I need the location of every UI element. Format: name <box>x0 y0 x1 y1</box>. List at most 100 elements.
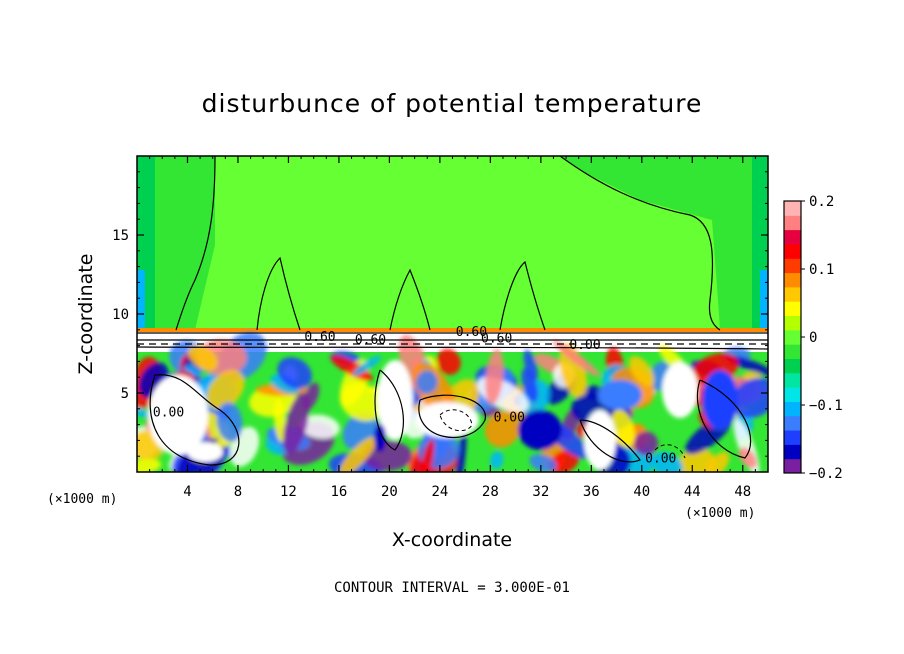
colorbar-tick-label: 0.1 <box>809 262 834 278</box>
x-tick-label: 20 <box>381 484 398 500</box>
turbulence-cell <box>553 340 600 377</box>
x-unit-label-left: (×1000 m) <box>47 492 117 507</box>
x-unit-label-right: (×1000 m) <box>685 506 755 521</box>
x-tick-label: 28 <box>482 484 499 500</box>
colorbar-tick-label: 0 <box>809 330 817 346</box>
x-axis: 4 8 12 16 20 24 28 32 36 40 44 48 <box>149 156 756 500</box>
turbulence-cell <box>374 424 386 452</box>
contour-label: 0.00 <box>569 338 600 353</box>
turbulence-cell <box>523 349 538 382</box>
turbulence-cell <box>518 410 562 450</box>
turbulence-cell <box>339 436 377 472</box>
colorbar-swatch <box>784 387 801 402</box>
y-axis-label: Z-coordinate <box>75 254 97 375</box>
x-tick-label: 8 <box>234 484 242 500</box>
x-tick-label: 12 <box>280 484 297 500</box>
contour-label: 0.60 <box>304 330 335 345</box>
lower-contour <box>149 374 240 466</box>
turbulent-region <box>137 332 768 472</box>
turbulence-cell <box>677 447 716 472</box>
colorbar-swatch <box>784 272 801 288</box>
contour-label: 0.00 <box>153 406 184 421</box>
turbulence-cell <box>415 370 438 394</box>
x-tick-label: 40 <box>633 484 650 500</box>
turbulence-cell <box>436 348 461 375</box>
colorbar-swatch <box>784 286 801 302</box>
upper-field-right-cyan <box>760 270 768 330</box>
layer-band-top <box>137 328 768 332</box>
colorbar-swatch <box>784 315 801 331</box>
turbulence-cell <box>738 447 757 469</box>
turbulence-cell <box>724 354 768 377</box>
colorbar-swatch <box>784 215 801 231</box>
lower-contour <box>579 419 641 463</box>
x-tick-label: 32 <box>532 484 549 500</box>
upper-contour <box>256 256 301 331</box>
turbulence-cell <box>598 380 642 410</box>
turbulence-cell <box>362 440 413 471</box>
turbulence-cell <box>634 431 659 456</box>
colorbar-swatch <box>784 344 801 359</box>
upper-contour <box>389 268 431 331</box>
turbulence-cell <box>529 454 557 472</box>
colorbar-swatch <box>784 444 801 460</box>
dashed-contour <box>654 444 686 459</box>
turbulence-cell <box>521 368 538 402</box>
plot-area <box>137 156 768 472</box>
upper-field-region <box>195 156 720 330</box>
turbulence-cell <box>484 410 521 448</box>
colorbar-tick-label: −0.2 <box>809 466 843 482</box>
x-tick-label: 44 <box>684 484 701 500</box>
y-tick-label: 10 <box>112 307 129 323</box>
y-tick-label: 5 <box>121 386 129 402</box>
turbulence-cell <box>455 428 467 472</box>
turbulence-cell <box>352 355 382 376</box>
turbulence-cell <box>584 410 616 470</box>
chart-title: disturbunce of potential temperature <box>202 89 703 118</box>
turbulence-cell <box>629 356 655 387</box>
lower-contour <box>374 369 404 451</box>
turbulence-cell <box>299 414 340 439</box>
contour-label: 0.60 <box>355 333 386 348</box>
turbulence-cell <box>490 451 504 470</box>
turbulence-cell <box>415 402 479 438</box>
colorbar-swatch <box>784 229 801 245</box>
colorbar-tick-label: 0.2 <box>809 194 834 210</box>
contour-label-layer: 0.00 0.000.000.60 0.600.600.60 0.00 <box>153 325 676 466</box>
turbulence-cell <box>206 370 245 410</box>
turbulence-cell <box>187 442 223 462</box>
contour-label: 0.60 <box>456 325 487 340</box>
turbulence-cell <box>662 362 698 418</box>
x-tick-label: 24 <box>431 484 448 500</box>
contour-label: 0.00 <box>645 452 676 467</box>
colorbar-swatch <box>784 258 801 274</box>
colorbar-swatch <box>784 415 801 431</box>
y-tick-label: 15 <box>112 228 129 244</box>
turbulence-cell <box>611 409 635 448</box>
x-tick-label: 48 <box>734 484 751 500</box>
colorbar-tick-label: −0.1 <box>809 398 843 414</box>
layer-contour <box>137 346 768 350</box>
turbulence-cell <box>330 354 373 381</box>
turbulence-cell <box>188 345 218 371</box>
x-tick-label: 36 <box>583 484 600 500</box>
upper-contour <box>559 156 721 331</box>
turbulence-cell <box>148 375 208 455</box>
colorbar-swatch <box>784 401 801 417</box>
lower-contour <box>696 379 752 459</box>
turbulence-cell <box>277 357 312 389</box>
upper-contour <box>175 156 216 331</box>
turbulence-cell <box>731 377 768 419</box>
colorbar: 0.2 0.1 0 −0.1 −0.2 <box>783 194 843 482</box>
contour-lines <box>137 156 768 466</box>
x-tick-label: 16 <box>330 484 347 500</box>
contour-label: 0.60 <box>481 331 512 346</box>
lower-contour <box>418 394 486 438</box>
turbulence-cell <box>549 449 580 472</box>
x-tick-label: 4 <box>183 484 191 500</box>
turbulence-cell <box>702 370 738 430</box>
colorbar-swatch <box>784 372 801 388</box>
turbulence-cell <box>485 349 504 405</box>
colorbar-swatch <box>784 458 801 474</box>
